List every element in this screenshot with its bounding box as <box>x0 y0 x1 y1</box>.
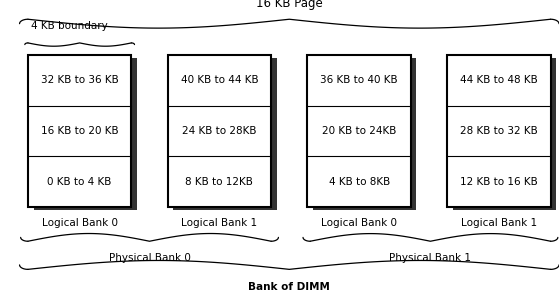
Text: Physical Bank 1: Physical Bank 1 <box>390 253 471 263</box>
Text: 24 KB to 28KB: 24 KB to 28KB <box>182 126 257 136</box>
Text: 36 KB to 40 KB: 36 KB to 40 KB <box>320 75 398 85</box>
Text: 40 KB to 44 KB: 40 KB to 44 KB <box>181 75 258 85</box>
Text: 8 KB to 12KB: 8 KB to 12KB <box>186 177 253 187</box>
Bar <box>173 58 277 210</box>
Bar <box>453 58 556 210</box>
Bar <box>34 58 137 210</box>
Text: 20 KB to 24KB: 20 KB to 24KB <box>322 126 396 136</box>
Text: Logical Bank 0: Logical Bank 0 <box>42 218 117 228</box>
Text: 28 KB to 32 KB: 28 KB to 32 KB <box>460 126 538 136</box>
Bar <box>307 55 411 207</box>
Text: 16 KB to 20 KB: 16 KB to 20 KB <box>41 126 119 136</box>
Text: 32 KB to 36 KB: 32 KB to 36 KB <box>41 75 119 85</box>
Bar <box>313 58 416 210</box>
Bar <box>447 55 551 207</box>
Text: 4 KB to 8KB: 4 KB to 8KB <box>329 177 390 187</box>
Text: Logical Bank 1: Logical Bank 1 <box>461 218 537 228</box>
Text: Bank of DIMM: Bank of DIMM <box>248 282 330 292</box>
Text: 16 KB Page: 16 KB Page <box>256 0 323 10</box>
Bar <box>28 55 131 207</box>
Text: Logical Bank 0: Logical Bank 0 <box>321 218 397 228</box>
Text: Logical Bank 1: Logical Bank 1 <box>181 218 258 228</box>
Text: 0 KB to 4 KB: 0 KB to 4 KB <box>48 177 112 187</box>
Text: 12 KB to 16 KB: 12 KB to 16 KB <box>460 177 538 187</box>
Text: 4 KB boundary: 4 KB boundary <box>31 21 107 31</box>
Text: Physical Bank 0: Physical Bank 0 <box>108 253 191 263</box>
Bar <box>168 55 271 207</box>
Text: 44 KB to 48 KB: 44 KB to 48 KB <box>460 75 538 85</box>
